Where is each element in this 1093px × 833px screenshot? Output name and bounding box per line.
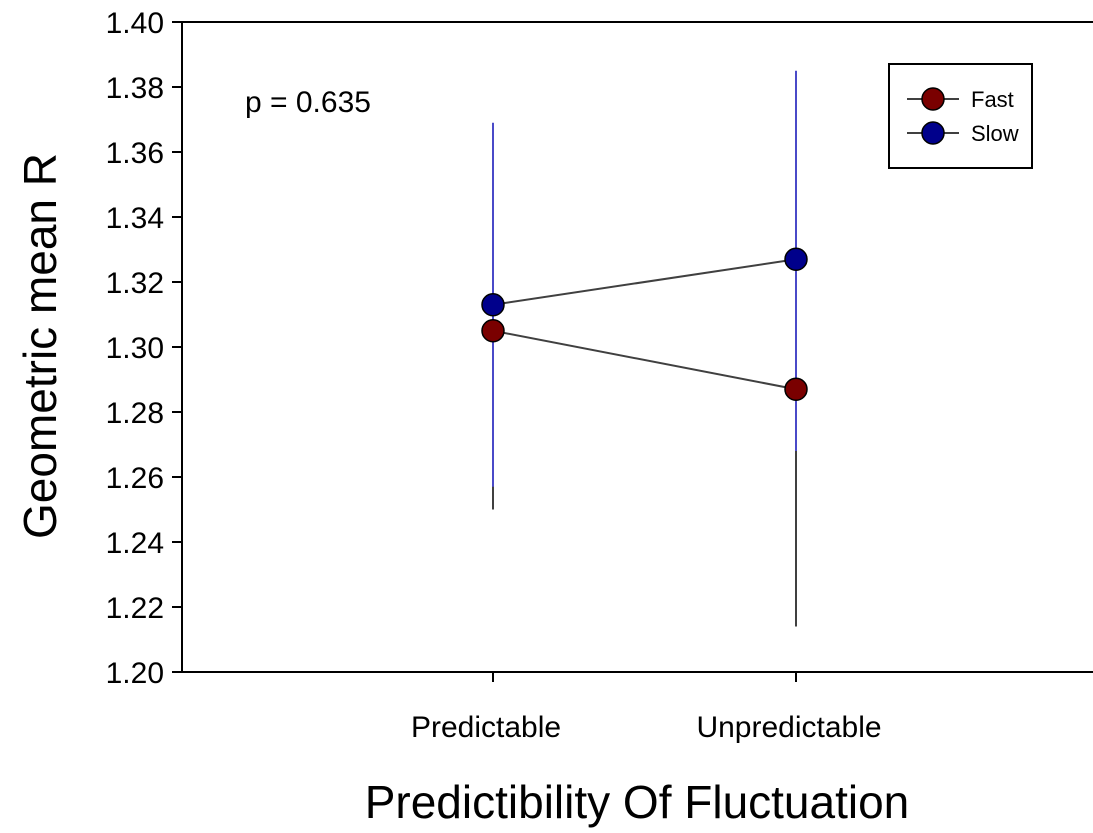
data-point-fast [481, 319, 505, 343]
y-tick-label: 1.24 [106, 527, 164, 560]
legend: Fast Slow [888, 63, 1033, 169]
legend-marker-fast [921, 87, 945, 111]
series-line-fast [492, 329, 797, 391]
data-points [481, 247, 808, 401]
y-tick-label: 1.40 [106, 7, 164, 40]
data-point-fast [784, 377, 808, 401]
series-lines [492, 258, 797, 391]
y-tick-label: 1.34 [106, 202, 164, 235]
y-tick-label: 1.28 [106, 397, 164, 430]
y-tick-label: 1.32 [106, 267, 164, 300]
y-tick-label: 1.22 [106, 592, 164, 625]
y-axis-ticks: 1.20 1.22 1.24 1.26 1.28 1.30 1.32 1.34 1.36 1.38… [106, 7, 182, 690]
legend-marker-slow [921, 121, 945, 145]
y-tick-label: 1.20 [106, 657, 164, 690]
legend-box [888, 63, 1033, 169]
x-tick-label: Unpredictable [696, 711, 881, 744]
y-tick-label: 1.38 [106, 72, 164, 105]
series-line-slow [492, 258, 797, 306]
legend-label-fast: Fast [971, 87, 1014, 112]
data-point-slow [481, 293, 505, 317]
x-axis-title: Predictibility Of Fluctuation [365, 776, 910, 828]
x-tick-label: Predictable [411, 711, 561, 744]
error-bars [492, 70, 797, 627]
legend-label-slow: Slow [971, 121, 1019, 146]
x-axis-ticks: Predictable Unpredictable [411, 672, 882, 744]
y-tick-label: 1.36 [106, 137, 164, 170]
data-point-slow [784, 247, 808, 271]
y-tick-label: 1.26 [106, 462, 164, 495]
p-value-annotation: p = 0.635 [245, 86, 371, 119]
y-tick-label: 1.30 [106, 332, 164, 365]
y-axis-title: Geometric mean R [14, 153, 66, 539]
